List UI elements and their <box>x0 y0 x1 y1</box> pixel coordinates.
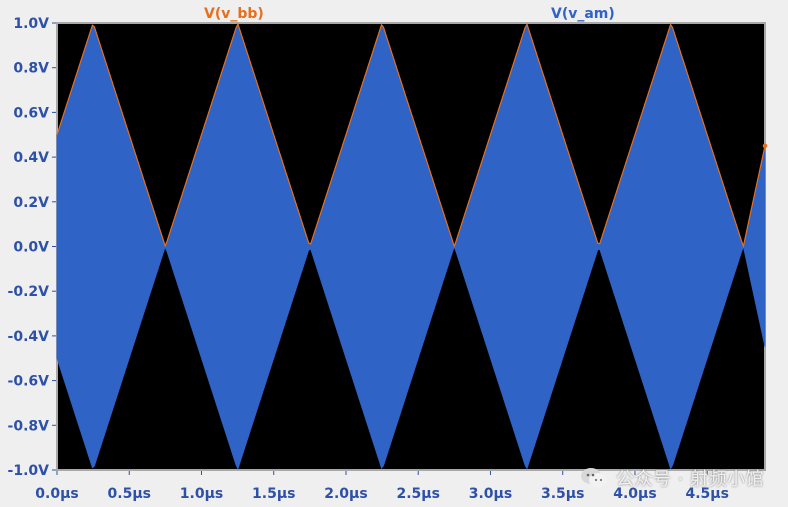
y-tick-label: -0.8V <box>8 418 50 434</box>
y-tick-label: -0.4V <box>8 329 50 345</box>
y-tick-label: -1.0V <box>8 463 50 479</box>
y-tick-label: -0.6V <box>8 374 50 390</box>
y-tick-label: 0.0V <box>13 240 49 256</box>
x-tick-label: 2.5µs <box>397 486 440 502</box>
y-tick-label: 0.6V <box>13 105 49 121</box>
legend-v-am: V(v_am) <box>551 6 615 22</box>
x-tick-label: 3.0µs <box>469 486 512 502</box>
series-v-bb-endpoint <box>762 143 768 149</box>
y-tick-label: 0.4V <box>13 150 49 166</box>
x-tick-label: 2.0µs <box>324 486 367 502</box>
x-tick-label: 3.5µs <box>541 486 584 502</box>
legend-v-bb: V(v_bb) <box>204 6 264 22</box>
y-tick-label: 0.2V <box>13 195 49 211</box>
x-tick-label: 4.0µs <box>613 486 656 502</box>
x-tick-label: 0.0µs <box>35 486 78 502</box>
y-tick-label: 1.0V <box>13 16 49 32</box>
y-tick-label: 0.8V <box>13 61 49 77</box>
x-tick-label: 1.0µs <box>180 486 223 502</box>
series-v-bb-line <box>56 22 766 249</box>
x-tick-label: 4.5µs <box>685 486 728 502</box>
x-tick-label: 1.5µs <box>252 486 295 502</box>
y-tick-label: -0.2V <box>8 284 50 300</box>
x-tick-label: 0.5µs <box>108 486 151 502</box>
